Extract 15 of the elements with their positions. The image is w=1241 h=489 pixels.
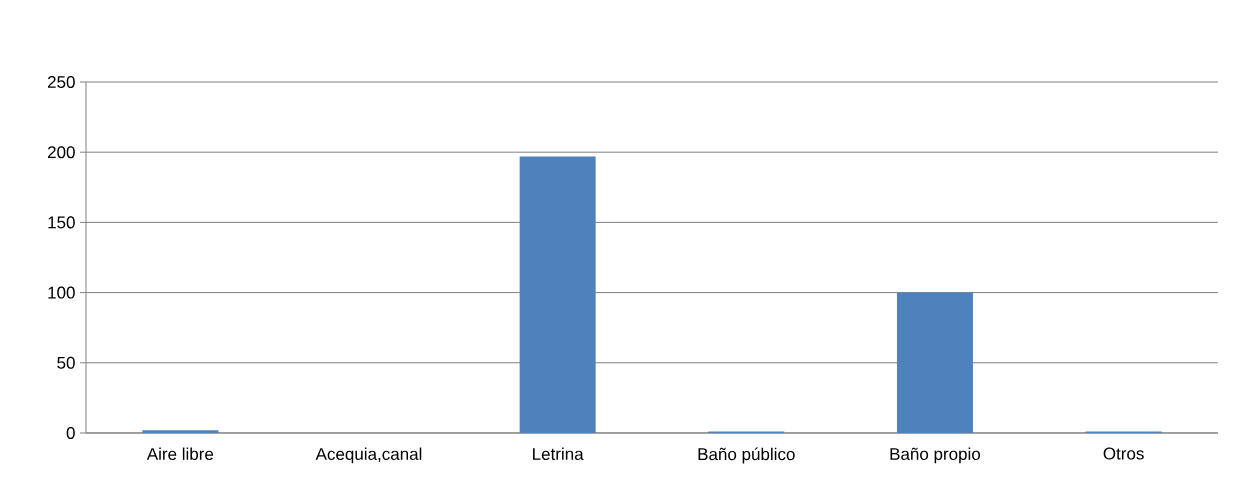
y-tick-label: 100 bbox=[48, 286, 75, 299]
y-tick-label: 250 bbox=[47, 75, 75, 89]
x-tick-label: Baño propio bbox=[890, 447, 981, 464]
y-tick-label: 150 bbox=[48, 216, 75, 229]
x-tick-label: Letrina bbox=[533, 447, 584, 461]
x-tick-label: Baño público bbox=[698, 447, 795, 464]
y-tick-label: 50 bbox=[57, 356, 75, 369]
bar bbox=[519, 156, 596, 433]
y-tick-label: 200 bbox=[47, 146, 75, 159]
bar bbox=[896, 292, 973, 433]
x-tick-label: Acequia,canal bbox=[315, 447, 422, 464]
y-tick-label: 0 bbox=[66, 426, 75, 440]
x-tick-label: Otros bbox=[1103, 447, 1144, 460]
x-tick-label: Aire libre bbox=[146, 447, 214, 461]
bar bbox=[142, 430, 219, 433]
